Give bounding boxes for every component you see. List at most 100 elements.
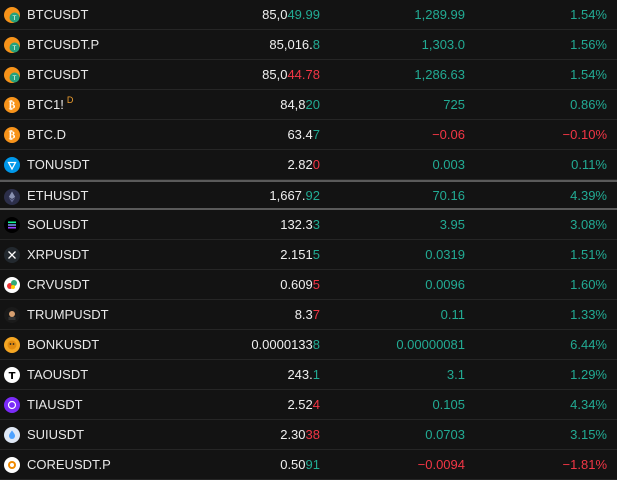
- symbol-name: CRVUSDT: [27, 277, 90, 292]
- watchlist-row-btcusdt-p[interactable]: T BTCUSDT.P 85,016. 8 1,303.0 1.56%: [0, 30, 617, 60]
- last-price: 2.30 38: [280, 427, 320, 442]
- price-change: 0.0096: [425, 277, 465, 292]
- bittensor-icon: T: [4, 367, 20, 383]
- price-change: 0.11: [440, 307, 465, 322]
- curve-icon: [4, 277, 20, 293]
- percent-change: 0.11%: [571, 157, 607, 172]
- xrp-icon: [4, 247, 20, 263]
- percent-change: 6.44%: [570, 337, 607, 352]
- watchlist-row-btcusdt[interactable]: T BTCUSDT 85,0 49.99 1,289.99 1.54%: [0, 0, 617, 30]
- watchlist-row-coreusdt-p[interactable]: COREUSDT.P 0.50 91 −0.0094 −1.81%: [0, 450, 617, 480]
- symbol-name: BTC.D: [27, 127, 66, 142]
- percent-change: −0.10%: [562, 127, 607, 142]
- last-price: 2.82 0: [287, 157, 320, 172]
- price-change: 1,289.99: [414, 7, 465, 22]
- trump-icon: [4, 307, 20, 323]
- ethereum-icon: [4, 189, 20, 205]
- symbol-name: XRPUSDT: [27, 247, 90, 262]
- btc-tether-icon: T: [4, 7, 20, 23]
- symbol-name: BTCUSDT.P: [27, 37, 100, 52]
- last-price: 85,016. 8: [269, 37, 320, 52]
- watchlist-row-solusdt[interactable]: SOLUSDT 132.3 3 3.95 3.08%: [0, 210, 617, 240]
- percent-change: 1.54%: [570, 67, 607, 82]
- svg-text:₿: ₿: [9, 100, 16, 112]
- last-price: 0.609 5: [280, 277, 320, 292]
- core-icon: [4, 457, 20, 473]
- svg-text:T: T: [9, 371, 16, 382]
- symbol-name: TONUSDT: [27, 157, 90, 172]
- price-change: 3.1: [446, 367, 465, 382]
- symbol-name: BONKUSDT: [27, 337, 100, 352]
- btc-tether-icon: T: [4, 67, 20, 83]
- last-price: 8.3 7: [294, 307, 320, 322]
- percent-change: 3.15%: [570, 427, 607, 442]
- percent-change: 0.86%: [570, 97, 607, 112]
- watchlist-row-crvusdt[interactable]: CRVUSDT 0.609 5 0.0096 1.60%: [0, 270, 617, 300]
- price-change: 0.0703: [425, 427, 465, 442]
- last-price: 132.3 3: [280, 217, 320, 232]
- watchlist-row-btcusdt[interactable]: T BTCUSDT 85,0 44.78 1,286.63 1.54%: [0, 60, 617, 90]
- svg-text:T: T: [12, 15, 17, 22]
- price-change: 0.0319: [425, 247, 465, 262]
- price-change: 725: [443, 97, 465, 112]
- last-price: 2.52 4: [287, 397, 320, 412]
- percent-change: −1.81%: [562, 457, 607, 472]
- price-change: 3.95: [439, 217, 465, 232]
- bitcoin-icon: ₿: [4, 97, 20, 113]
- bonk-icon: [4, 337, 20, 353]
- symbol-name: BTC1! D: [27, 94, 74, 113]
- percent-change: 1.33%: [570, 307, 607, 322]
- price-change: 1,303.0: [421, 37, 465, 52]
- last-price: 63.4 7: [287, 127, 320, 142]
- symbol-name: TRUMPUSDT: [27, 307, 109, 322]
- price-change: −0.06: [432, 127, 465, 142]
- symbol-name: TAOUSDT: [27, 367, 89, 382]
- symbol-name: SUIUSDT: [27, 427, 85, 442]
- percent-change: 3.08%: [570, 217, 607, 232]
- svg-text:₿: ₿: [9, 130, 16, 142]
- price-change: 0.105: [432, 397, 465, 412]
- price-change: 1,286.63: [414, 67, 465, 82]
- solana-icon: [4, 217, 20, 233]
- price-change: 0.00000081: [396, 337, 465, 352]
- last-price: 85,0 49.99: [262, 7, 320, 22]
- btc-tether-icon: T: [4, 37, 20, 53]
- symbol-name: TIAUSDT: [27, 397, 83, 412]
- watchlist-row-btc1-[interactable]: ₿ BTC1! D 84,8 20 725 0.86%: [0, 90, 617, 120]
- ton-icon: [4, 157, 20, 173]
- last-price: 2.151 5: [280, 247, 320, 262]
- session-badge: D: [66, 94, 74, 105]
- watchlist-row-suiusdt[interactable]: SUIUSDT 2.30 38 0.0703 3.15%: [0, 420, 617, 450]
- last-price: 243. 1: [287, 367, 320, 382]
- price-change: 70.16: [432, 187, 465, 203]
- svg-text:T: T: [12, 75, 17, 82]
- watchlist-row-tiausdt[interactable]: TIAUSDT 2.52 4 0.105 4.34%: [0, 390, 617, 420]
- percent-change: 1.51%: [570, 247, 607, 262]
- percent-change: 1.29%: [570, 367, 607, 382]
- watchlist-row-ethusdt[interactable]: ETHUSDT 1,667. 92 70.16 4.39%: [0, 180, 617, 210]
- percent-change: 4.34%: [570, 397, 607, 412]
- svg-text:T: T: [12, 45, 17, 52]
- percent-change: 1.56%: [570, 37, 607, 52]
- watchlist-row-tonusdt[interactable]: TONUSDT 2.82 0 0.003 0.11%: [0, 150, 617, 180]
- sui-icon: [4, 427, 20, 443]
- percent-change: 1.54%: [570, 7, 607, 22]
- celestia-icon: [4, 397, 20, 413]
- price-change: −0.0094: [417, 457, 465, 472]
- last-price: 85,0 44.78: [262, 67, 320, 82]
- last-price: 0.0000133 8: [251, 337, 320, 352]
- watchlist-row-trumpusdt[interactable]: TRUMPUSDT 8.3 7 0.11 1.33%: [0, 300, 617, 330]
- symbol-name: SOLUSDT: [27, 217, 89, 232]
- symbol-name: COREUSDT.P: [27, 457, 111, 472]
- watchlist-row-bonkusdt[interactable]: BONKUSDT 0.0000133 8 0.00000081 6.44%: [0, 330, 617, 360]
- last-price: 1,667. 92: [269, 187, 320, 203]
- watchlist-row-taousdt[interactable]: T TAOUSDT 243. 1 3.1 1.29%: [0, 360, 617, 390]
- watchlist-row-xrpusdt[interactable]: XRPUSDT 2.151 5 0.0319 1.51%: [0, 240, 617, 270]
- last-price: 0.50 91: [280, 457, 320, 472]
- watchlist-row-btc-d[interactable]: ₿ BTC.D 63.4 7 −0.06 −0.10%: [0, 120, 617, 150]
- symbol-name: BTCUSDT: [27, 67, 89, 82]
- last-price: 84,8 20: [280, 97, 320, 112]
- symbol-name: BTCUSDT: [27, 7, 89, 22]
- price-change: 0.003: [432, 157, 465, 172]
